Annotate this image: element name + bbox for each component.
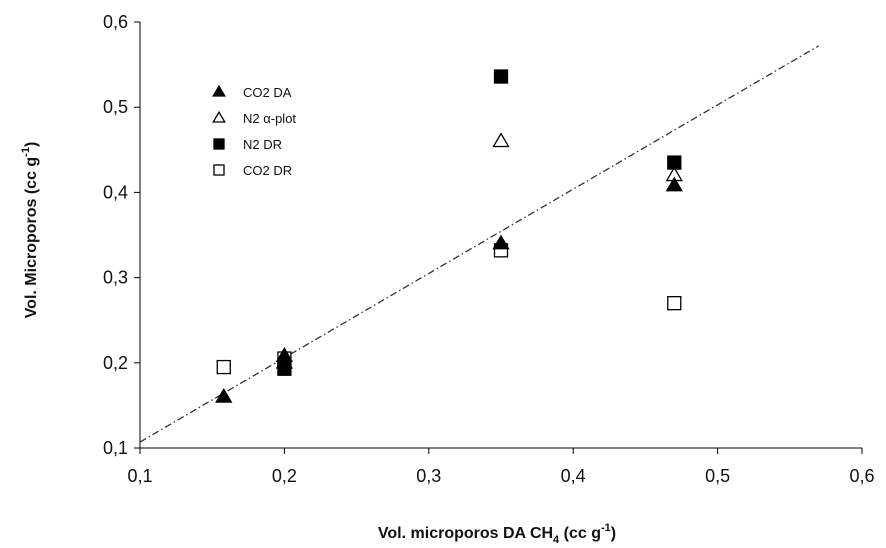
x-tick-label: 0,2 <box>272 466 297 486</box>
data-point <box>216 359 231 375</box>
data-points <box>215 69 683 403</box>
axes <box>139 22 862 449</box>
y-tick-label: 0,2 <box>103 353 128 373</box>
data-point <box>492 234 510 250</box>
y-tick-label: 0,6 <box>103 12 128 32</box>
x-tick-label: 0,3 <box>416 466 441 486</box>
x-axis-title-sub: 4 <box>553 534 560 546</box>
legend-label: N2 DR <box>243 137 282 152</box>
y-axis-title-end: ) <box>23 142 40 147</box>
y-tick-label: 0,4 <box>103 182 128 202</box>
x-tick-label: 0,6 <box>849 466 874 486</box>
data-point <box>275 347 294 362</box>
legend-marker <box>212 110 226 123</box>
y-axis-ticks: 0,1 0,2 0,3 0,4 0,5 0,6 <box>103 12 140 458</box>
x-tick-label: 0,1 <box>127 466 152 486</box>
legend-label: N2 α-plot <box>243 111 296 126</box>
data-point <box>215 387 233 403</box>
x-axis-title: Vol. microporos DA CH4 (cc g-1) <box>378 522 616 546</box>
legend-marker <box>212 84 226 97</box>
data-point <box>277 361 292 376</box>
x-axis-title-end: ) <box>611 525 616 542</box>
y-tick-label: 0,3 <box>103 268 128 288</box>
x-axis-title-mid: (cc g <box>559 525 601 542</box>
legend: CO2 DA N2 α-plot N2 DR CO2 DR <box>212 84 296 178</box>
x-axis-ticks: 0,1 0,2 0,3 0,4 0,5 0,6 <box>127 448 875 486</box>
legend-marker <box>213 138 225 150</box>
legend-label: CO2 DA <box>243 85 292 100</box>
y-tick-label: 0,5 <box>103 97 128 117</box>
y-tick-label: 0,1 <box>103 438 128 458</box>
x-tick-label: 0,4 <box>561 466 586 486</box>
data-point <box>667 296 682 311</box>
data-point <box>493 69 509 84</box>
legend-label: CO2 DR <box>243 163 292 178</box>
y-axis-title-main: Vol. Microporos (cc g <box>23 157 40 319</box>
x-axis-title-main: Vol. microporos DA CH <box>378 525 553 542</box>
data-point <box>665 176 683 192</box>
x-tick-label: 0,5 <box>705 466 730 486</box>
y-axis-title-sup: -1 <box>20 147 32 157</box>
y-axis-title: Vol. Microporos (cc g-1) <box>20 142 40 319</box>
data-point <box>667 155 682 170</box>
x-axis-title-sup: -1 <box>601 522 611 534</box>
data-point <box>492 132 510 148</box>
legend-marker <box>213 164 225 176</box>
trend-line <box>139 45 820 443</box>
